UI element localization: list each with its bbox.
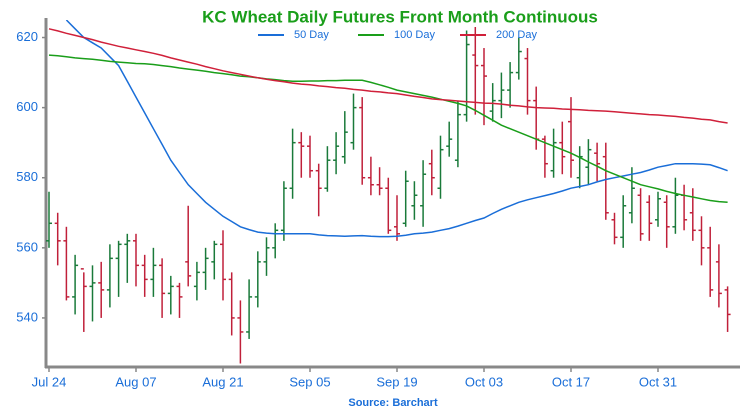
x-tick-label: Oct 17: [552, 374, 590, 389]
y-tick-label: 600: [16, 99, 38, 114]
x-tick-label: Oct 03: [465, 374, 503, 389]
moving-average-line: [65, 20, 728, 238]
legend-label: 50 Day: [294, 29, 329, 41]
y-tick-label: 580: [16, 169, 38, 184]
legend-label: 100 Day: [394, 29, 435, 41]
y-tick-label: 620: [16, 29, 38, 44]
lines: [48, 20, 728, 238]
source: Source: Barchart: [348, 397, 438, 409]
y-tick-label: 540: [16, 309, 38, 324]
x-tick-label: Aug 21: [202, 374, 243, 389]
chart-title: KC Wheat Daily Futures Front Month Conti…: [202, 7, 598, 26]
moving-average-line: [48, 28, 728, 124]
x-tick-label: Sep 19: [376, 374, 417, 389]
moving-average-line: [48, 54, 728, 204]
x-tick-label: Sep 05: [289, 374, 330, 389]
x-tick-label: Jul 24: [32, 374, 67, 389]
x-tick-label: Aug 07: [115, 374, 156, 389]
y-tick-label: 560: [16, 239, 38, 254]
x-tick-label: Oct 31: [639, 374, 677, 389]
plot: [46, 27, 731, 364]
legend-label: 200 Day: [496, 29, 537, 41]
